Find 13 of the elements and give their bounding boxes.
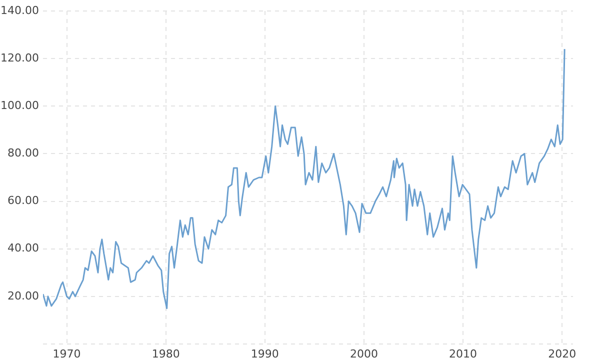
x-tick-label: 1990 xyxy=(250,347,279,360)
x-tick-label: 2000 xyxy=(350,347,378,360)
x-tick-label: 2010 xyxy=(449,347,478,360)
y-tick-label: 120.00 xyxy=(0,51,39,64)
x-tick-label: 1980 xyxy=(152,347,180,360)
y-tick-label: 40.00 xyxy=(8,242,39,255)
y-tick-label: 80.00 xyxy=(8,146,39,160)
x-tick-label: 1970 xyxy=(52,347,81,360)
y-tick-label: 60.00 xyxy=(8,194,39,208)
y-tick-label: 140.00 xyxy=(0,4,39,17)
y-tick-label: 100.00 xyxy=(0,99,39,112)
x-tick-label: 2020 xyxy=(548,347,576,360)
y-tick-label: 20.00 xyxy=(8,289,39,302)
